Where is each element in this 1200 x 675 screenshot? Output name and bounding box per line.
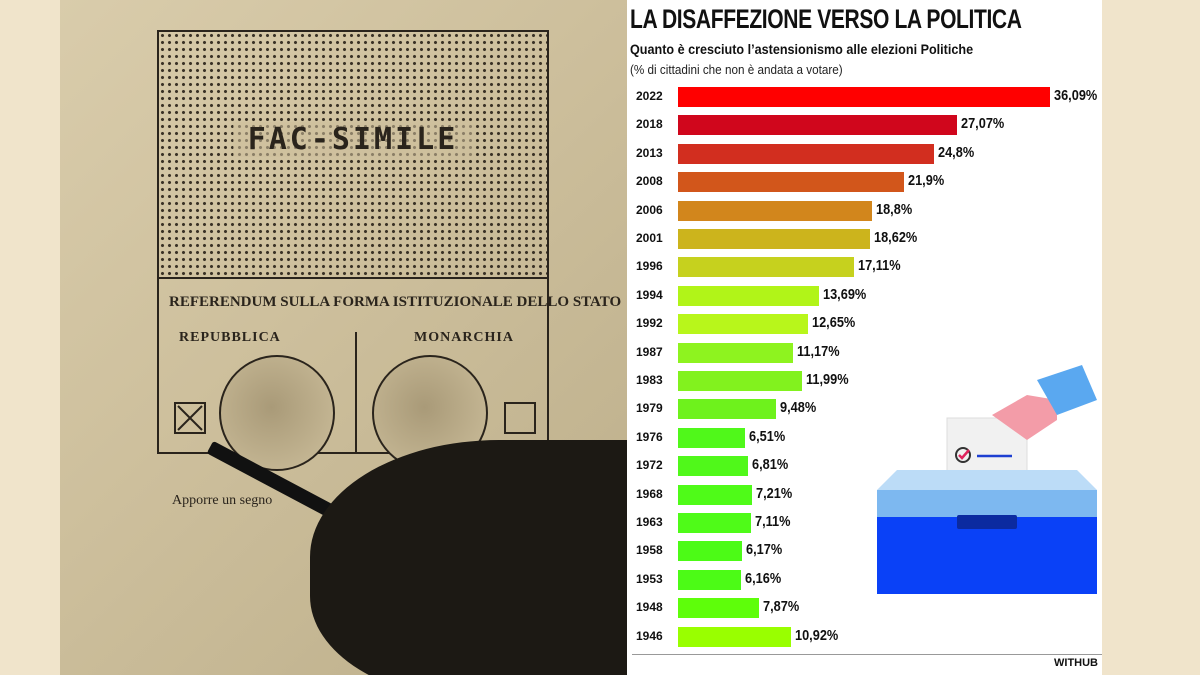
- bar: [678, 541, 742, 562]
- value-label: 18,62%: [873, 229, 918, 246]
- bar: [678, 285, 820, 306]
- year-label: 1987: [636, 344, 663, 359]
- value-label: 6,16%: [745, 569, 782, 587]
- checked-box-icon: [174, 402, 206, 434]
- value-label: 24,8%: [937, 143, 974, 161]
- value-label: 13,69%: [823, 285, 867, 303]
- year-label: 1983: [636, 373, 663, 387]
- instruction-text: Apporre un segno: [172, 493, 273, 508]
- bar-row: 1946 10,92%: [627, 626, 1102, 648]
- bar: [678, 314, 809, 335]
- value-label: 6,51%: [749, 427, 786, 445]
- bar-row: 1992 12,65%: [627, 313, 1102, 335]
- value-label: 12,65%: [812, 314, 856, 332]
- bar: [678, 456, 749, 477]
- year-label: 1976: [636, 429, 663, 444]
- value-label: 6,81%: [752, 456, 789, 474]
- bar: [678, 399, 776, 420]
- bar: [678, 143, 934, 164]
- value-label: 21,9%: [907, 172, 944, 190]
- repubblica-label: REPUBBLICA: [179, 330, 281, 345]
- value-label: 10,92%: [794, 626, 838, 644]
- bar-row: 2006 18,8%: [627, 200, 1102, 222]
- year-label: 1963: [636, 515, 663, 529]
- year-label: 2013: [636, 145, 663, 160]
- divider: [355, 332, 357, 452]
- bar-row: 2001 18,62%: [627, 228, 1102, 250]
- value-label: 36,09%: [1054, 87, 1098, 104]
- referendum-text: REFERENDUM SULLA FORMA ISTITUZIONALE DEL…: [169, 294, 622, 310]
- bar: [678, 513, 752, 533]
- bar-row: 2018 27,07%: [627, 114, 1102, 136]
- value-label: 9,48%: [779, 399, 816, 417]
- bar: [678, 371, 802, 391]
- value-label: 11,99%: [805, 371, 849, 388]
- bar-row: 1958 6,17%: [627, 540, 1102, 562]
- source-label: WITHUB: [1054, 657, 1098, 669]
- year-label: 1953: [636, 571, 663, 586]
- ballot-photo: FAC-SIMILE REFERENDUM SULLA FORMA ISTITU…: [60, 0, 627, 675]
- bar-row: 1976 6,51%: [627, 427, 1102, 449]
- year-label: 2022: [636, 89, 663, 103]
- bar: [678, 115, 958, 136]
- bar-row: 2008 21,9%: [627, 171, 1102, 193]
- bar: [678, 257, 855, 278]
- bar: [678, 229, 870, 249]
- year-label: 1996: [636, 259, 663, 274]
- chart-title: LA DISAFFEZIONE VERSO LA POLITICA: [630, 4, 1022, 34]
- fac-simile-text: FAC-SIMILE: [233, 122, 473, 157]
- monarchia-label: MONARCHIA: [414, 330, 514, 345]
- bar: [678, 484, 753, 505]
- year-label: 1946: [636, 628, 663, 643]
- year-label: 1992: [636, 316, 663, 331]
- bar-row: 2022 36,09%: [627, 86, 1102, 108]
- bar-row: 1953 6,16%: [627, 569, 1102, 591]
- bar-row: 1963 7,11%: [627, 512, 1102, 534]
- bar: [678, 342, 794, 363]
- year-label: 2018: [636, 117, 663, 132]
- bar: [678, 569, 742, 590]
- value-label: 7,11%: [755, 513, 791, 530]
- value-label: 18,8%: [875, 200, 912, 218]
- ballot-box-icon: [877, 365, 1097, 594]
- value-label: 7,87%: [763, 598, 800, 616]
- year-label: 1994: [636, 287, 663, 302]
- bar: [678, 626, 791, 647]
- year-label: 1948: [636, 600, 663, 615]
- bar-row: 1979 9,48%: [627, 398, 1102, 420]
- bar-row: 1983 11,99%: [627, 370, 1102, 392]
- footer-rule: [632, 654, 1102, 655]
- bar-row: 2013 24,8%: [627, 143, 1102, 165]
- value-label: 6,17%: [745, 541, 782, 559]
- bar: [678, 598, 760, 619]
- chart-note: (% di cittadini che non è andata a votar…: [630, 62, 843, 77]
- bar-row: 1994 13,69%: [627, 285, 1102, 307]
- bar-row: 1948 7,87%: [627, 597, 1102, 619]
- chart-panel: LA DISAFFEZIONE VERSO LA POLITICA Quanto…: [627, 0, 1102, 675]
- year-label: 1972: [636, 458, 663, 473]
- year-label: 1958: [636, 543, 663, 558]
- empty-box-icon: [504, 402, 536, 434]
- bar-row: 1972 6,81%: [627, 455, 1102, 477]
- republic-emblem-icon: [219, 355, 335, 471]
- value-label: 7,21%: [756, 484, 793, 502]
- bar-row: 1996 17,11%: [627, 256, 1102, 278]
- year-label: 1979: [636, 401, 663, 416]
- bar: [678, 172, 904, 193]
- bar: [678, 427, 746, 448]
- bar: [678, 87, 1050, 107]
- bar-row: 1987 11,17%: [627, 342, 1102, 364]
- hand-icon: [310, 440, 627, 675]
- ballot-paper: FAC-SIMILE REFERENDUM SULLA FORMA ISTITU…: [157, 30, 621, 471]
- bar: [678, 200, 872, 221]
- bar-row: 1968 7,21%: [627, 484, 1102, 506]
- year-label: 2001: [636, 231, 663, 245]
- value-label: 11,17%: [797, 342, 840, 360]
- year-label: 2006: [636, 202, 663, 217]
- year-label: 1968: [636, 486, 663, 501]
- year-label: 2008: [636, 174, 663, 189]
- value-label: 17,11%: [858, 257, 901, 275]
- value-label: 27,07%: [961, 115, 1005, 133]
- chart-subtitle: Quanto è cresciuto l’astensionismo alle …: [630, 41, 974, 57]
